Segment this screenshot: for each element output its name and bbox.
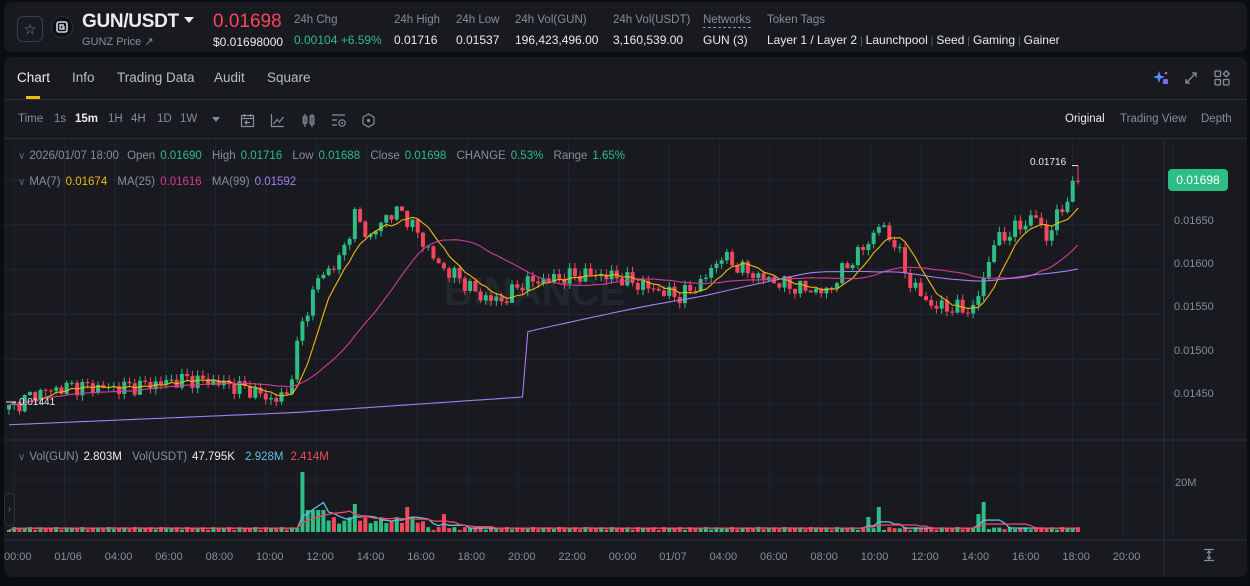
ma-legend: ∨ MA(7) 0.01674 MA(25) 0.01616 MA(99) 0.0159… bbox=[18, 176, 297, 188]
time-axis-label: 16:00 bbox=[1012, 551, 1040, 563]
timeframe-15m[interactable]: 15m bbox=[75, 113, 99, 125]
time-axis-label: 00:00 bbox=[4, 551, 32, 563]
tag-separator: | bbox=[1018, 36, 1021, 47]
chevron-down-icon[interactable]: ∨ bbox=[18, 452, 26, 463]
time-axis-label: 18:00 bbox=[1062, 551, 1090, 563]
time-axis-label: 20:00 bbox=[1112, 551, 1141, 563]
chart-settings-list-icon[interactable] bbox=[330, 111, 348, 129]
price-axis-label: 0.01650 bbox=[1174, 215, 1214, 227]
view-original[interactable]: Original bbox=[1065, 113, 1105, 125]
low-marker: 0.01441 bbox=[19, 397, 56, 408]
time-axis-label: 14:00 bbox=[961, 551, 990, 563]
coin-logo bbox=[51, 16, 73, 38]
stat-24h-change: 24h Chg 0.00104 +6.59% bbox=[294, 14, 382, 47]
last-price: 0.01698 bbox=[213, 11, 282, 32]
chevron-down-icon[interactable]: ∨ bbox=[18, 177, 26, 188]
view-depth[interactable]: Depth bbox=[1201, 113, 1232, 125]
volume-axis-label: 20M bbox=[1175, 477, 1197, 489]
time-axis-label: 08:00 bbox=[810, 551, 838, 563]
timeframe-1s[interactable]: 1s bbox=[54, 113, 67, 125]
timeframe-more-caret-icon[interactable] bbox=[207, 111, 225, 129]
usd-price: $0.01698000 bbox=[213, 35, 284, 49]
stat-networks[interactable]: Networks GUN (3) bbox=[703, 14, 751, 47]
tag-separator: | bbox=[860, 36, 863, 47]
expand-panel-button[interactable]: › bbox=[4, 493, 15, 526]
expand-icon[interactable] bbox=[1182, 69, 1200, 87]
tab-audit[interactable]: Audit bbox=[214, 70, 245, 85]
token-tag[interactable]: Gainer bbox=[1023, 33, 1060, 47]
tab-bar: Chart Info Trading Data Audit Square bbox=[4, 57, 1247, 100]
time-axis-label: 06:00 bbox=[155, 551, 183, 563]
time-axis-label: 00:00 bbox=[608, 551, 637, 563]
calendar-goto-icon[interactable] bbox=[238, 111, 256, 129]
time-axis-label: 22:00 bbox=[558, 551, 586, 563]
timeframe-4h[interactable]: 4H bbox=[131, 113, 146, 125]
tab-square[interactable]: Square bbox=[267, 70, 311, 85]
view-trading-view[interactable]: Trading View bbox=[1120, 113, 1187, 125]
token-tag[interactable]: Layer 1 / Layer 2 bbox=[767, 33, 858, 47]
time-axis-label: 18:00 bbox=[457, 551, 486, 563]
gunz-logo-icon bbox=[56, 21, 68, 33]
auto-scale-button[interactable] bbox=[1200, 546, 1218, 564]
price-axis-label: 0.01500 bbox=[1174, 345, 1214, 357]
time-axis-label: 08:00 bbox=[205, 551, 234, 563]
timeframe-1w[interactable]: 1W bbox=[180, 113, 198, 125]
time-axis-label: 10:00 bbox=[860, 551, 889, 563]
chart-panel: Chart Info Trading Data Audit Square Tim… bbox=[4, 57, 1247, 577]
time-axis-label: 16:00 bbox=[407, 551, 435, 563]
time-axis-label: 10:00 bbox=[256, 551, 284, 563]
stat-24h-low: 24h Low 0.01537 bbox=[456, 14, 500, 47]
chevron-down-icon[interactable]: ∨ bbox=[18, 151, 26, 162]
active-tab-indicator bbox=[26, 96, 40, 99]
tab-trading-data[interactable]: Trading Data bbox=[117, 70, 195, 85]
price-axis-label: 0.01450 bbox=[1174, 388, 1214, 400]
ohlc-legend: ∨ 2026/01/07 18:00 Open 0.01690 High 0.0171… bbox=[18, 150, 626, 162]
candlestick-chart[interactable]: BINANCE ∨ 2026/01/07 18:00 Open 0.01690 Hi… bbox=[4, 140, 1247, 577]
time-axis-label: 12:00 bbox=[911, 551, 939, 563]
token-tag[interactable]: Launchpool bbox=[865, 33, 928, 47]
time-axis-label: 12:00 bbox=[306, 551, 334, 563]
chart-toolbar: Time 1s 15m 1H 4H 1D 1W Original Trading… bbox=[4, 101, 1247, 139]
vertical-resize-icon bbox=[1204, 548, 1214, 562]
time-axis-label: 04:00 bbox=[709, 551, 738, 563]
pair-selector[interactable]: GUN/USDT bbox=[82, 11, 179, 32]
tab-chart[interactable]: Chart bbox=[17, 70, 51, 85]
token-tag[interactable]: Gaming bbox=[972, 33, 1016, 47]
layout-grid-icon[interactable] bbox=[1213, 69, 1231, 87]
indicator-chart-icon[interactable] bbox=[268, 111, 286, 129]
time-axis-label: 20:00 bbox=[508, 551, 536, 563]
token-tags-list: Layer 1 / Layer 2 | Launchpool | Seed | Gaming… bbox=[767, 33, 1060, 47]
time-axis-label: 06:00 bbox=[760, 551, 788, 563]
caret-down-icon[interactable] bbox=[184, 17, 194, 23]
hexagon-settings-icon[interactable] bbox=[359, 111, 377, 129]
timeframe-1h[interactable]: 1H bbox=[108, 113, 123, 125]
ai-sparkle-icon[interactable] bbox=[1152, 69, 1170, 87]
favorite-button[interactable]: ☆ bbox=[17, 16, 43, 42]
time-axis-label: 04:00 bbox=[104, 551, 133, 563]
star-icon: ☆ bbox=[23, 20, 37, 37]
tag-separator: | bbox=[930, 36, 934, 47]
high-marker: 0.01716 bbox=[1030, 157, 1067, 168]
chevron-right-icon: › bbox=[7, 504, 12, 515]
coin-price-link[interactable]: GUNZ Price ↗ bbox=[82, 36, 154, 48]
candle-style-icon[interactable] bbox=[299, 111, 317, 129]
stat-24h-high: 24h High 0.01716 bbox=[394, 14, 441, 47]
stat-24h-vol-gun: 24h Vol(GUN) 196,423,496.00 bbox=[515, 14, 599, 47]
time-axis-label: 14:00 bbox=[356, 551, 385, 563]
timeframe-1d[interactable]: 1D bbox=[157, 113, 172, 125]
ticker-header: ☆ GUN/USDT GUNZ Price ↗ 0.01698 $0.01698… bbox=[4, 2, 1247, 52]
tab-info[interactable]: Info bbox=[72, 70, 95, 85]
price-axis-label: 0.01600 bbox=[1174, 258, 1214, 270]
volume-legend: ∨ Vol(GUN) 2.803M Vol(USDT) 47.795K 2.928M 2… bbox=[18, 451, 329, 463]
chart-canvas[interactable]: BINANCE bbox=[4, 140, 1247, 577]
stat-24h-vol-usdt: 24h Vol(USDT) 3,160,539.00 bbox=[613, 14, 691, 47]
timeframe-time[interactable]: Time bbox=[18, 113, 44, 125]
token-tags: Token Tags Layer 1 / Layer 2 | Launchpool |… bbox=[767, 14, 1060, 47]
token-tag[interactable]: Seed bbox=[936, 33, 965, 47]
current-price-tag: 0.01698 bbox=[1168, 169, 1228, 191]
price-axis-label: 0.01550 bbox=[1174, 301, 1214, 313]
time-axis-label: 01/06 bbox=[54, 551, 82, 563]
time-axis-label: 01/07 bbox=[659, 551, 687, 563]
tag-separator: | bbox=[967, 36, 970, 47]
